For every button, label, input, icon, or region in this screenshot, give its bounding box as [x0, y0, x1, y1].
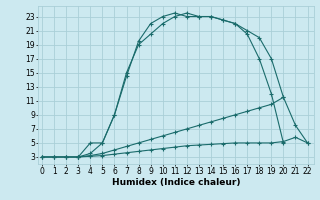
X-axis label: Humidex (Indice chaleur): Humidex (Indice chaleur): [112, 178, 240, 187]
